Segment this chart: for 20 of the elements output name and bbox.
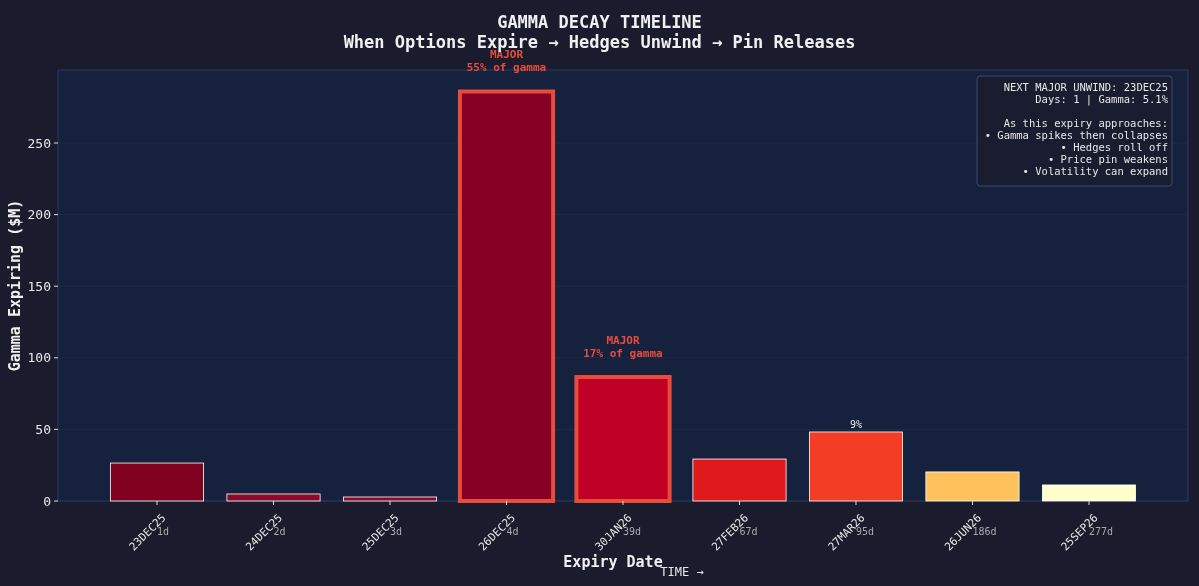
y-tick-label: 0 <box>43 493 51 509</box>
y-tick-label: 50 <box>35 421 51 437</box>
y-tick-label: 250 <box>27 135 51 151</box>
y-tick-label: 150 <box>27 278 51 294</box>
chart-title: GAMMA DECAY TIMELINE <box>497 12 702 32</box>
annotation: NEXT MAJOR UNWIND: 23DEC25 Days: 1 | Gamma: 5.1% As this expiry approaches: • Gamma spikes then collapses • Hedges roll off • Price pin weakens • Volatility can expand <box>984 81 1169 177</box>
y-tick-label: 200 <box>27 207 51 223</box>
bar <box>808 431 903 502</box>
y-tick-label: 100 <box>27 350 51 366</box>
chart-subtitle: When Options Expire → Hedges Unwind → Pin Releases <box>343 32 856 52</box>
bar <box>343 496 438 502</box>
bar <box>226 493 321 502</box>
x-axis-title: Expiry Date <box>563 553 663 571</box>
bar <box>110 462 205 502</box>
annotation: MAJOR 17% of gamma <box>583 334 663 360</box>
bar <box>925 471 1020 502</box>
bar <box>1041 484 1136 502</box>
bar <box>692 458 787 502</box>
annotation: 9% <box>849 418 863 430</box>
y-axis-title: Gamma Expiring ($M) <box>6 199 24 372</box>
